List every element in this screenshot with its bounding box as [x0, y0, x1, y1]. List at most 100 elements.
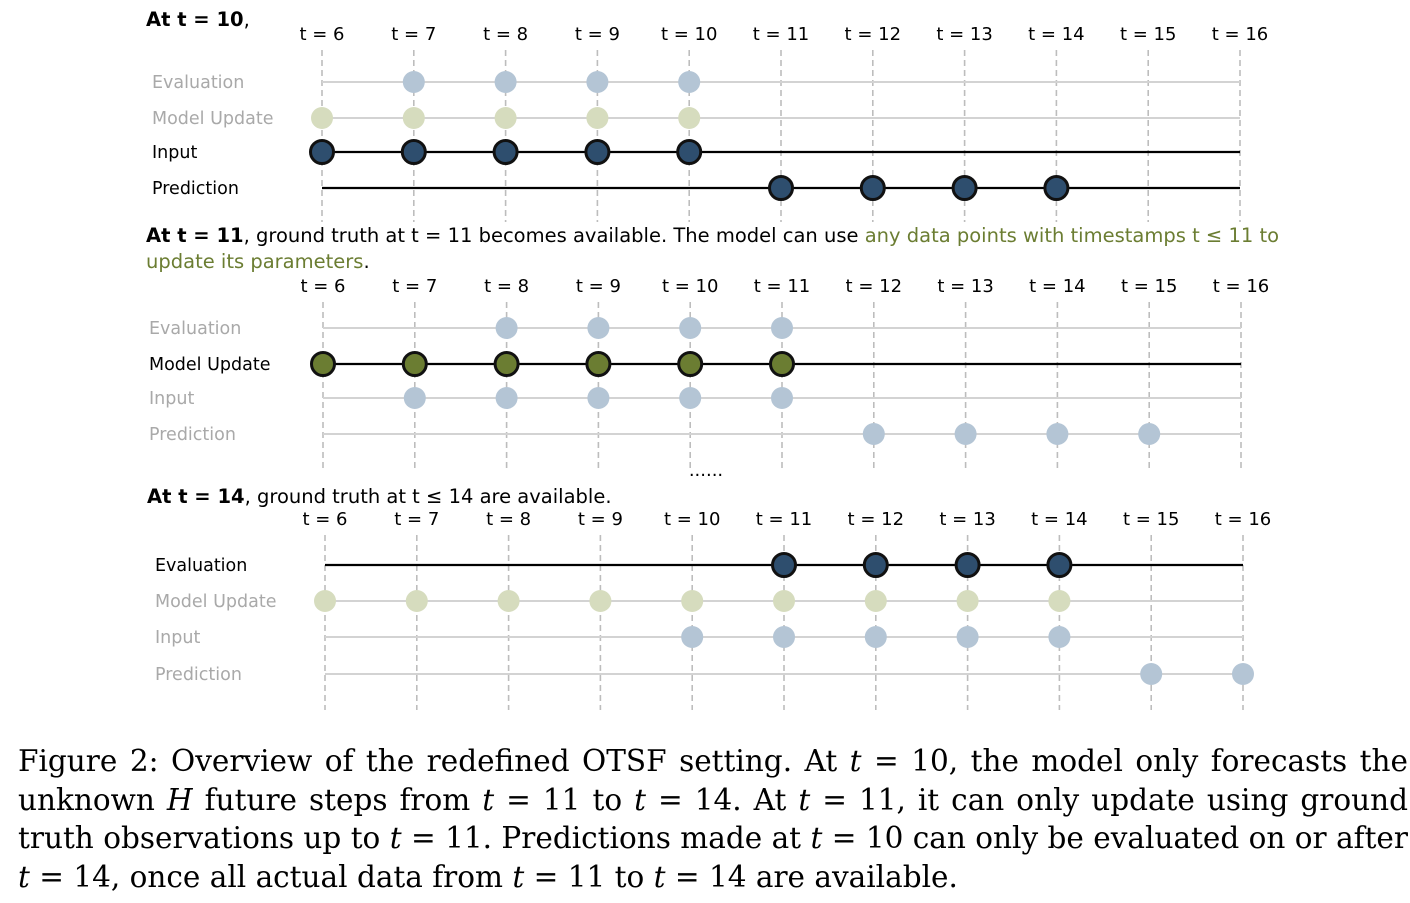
time-label-t6: t = 6 — [299, 24, 344, 45]
point-prediction-t13 — [954, 423, 977, 445]
point-model-update-t11 — [769, 351, 795, 377]
point-prediction-t16 — [1232, 663, 1254, 685]
row-input: Input — [149, 387, 1241, 409]
row-model-update: Model Update — [152, 107, 1240, 129]
point-model-update-t7 — [405, 590, 428, 612]
point-prediction-t14 — [1046, 423, 1069, 445]
point-input-t10 — [679, 387, 702, 409]
row-evaluation: Evaluation — [149, 317, 1241, 339]
point-model-update-t9 — [586, 107, 609, 129]
row-label-evaluation: Evaluation — [152, 73, 244, 93]
point-model-update-t7 — [402, 107, 425, 129]
panel-1: At t = 10, t = 6 t = 7 t = 8 t = 9 t = 10 t = … — [146, 8, 1268, 222]
point-model-update-t8 — [494, 107, 517, 129]
time-label-t14: t = 14 — [1028, 24, 1085, 45]
time-label-t11: t = 11 — [756, 509, 813, 530]
point-input-t11 — [771, 387, 793, 409]
point-input-t12 — [864, 626, 887, 648]
point-model-update-t9 — [589, 590, 612, 612]
row-input: Input — [152, 139, 1240, 165]
point-model-update-t10 — [677, 351, 704, 377]
row-label-prediction: Prediction — [152, 179, 239, 199]
panel-heading: At t = 11, ground truth at t = 11 become… — [146, 224, 1279, 273]
row-label-evaluation: Evaluation — [155, 556, 247, 576]
heading-line: At t = 14, ground truth at t ≤ 14 are av… — [147, 485, 612, 508]
time-label-t12: t = 12 — [848, 509, 905, 530]
point-model-update-t8 — [493, 351, 520, 377]
point-input-t8 — [495, 387, 518, 409]
point-model-update-t8 — [497, 590, 520, 612]
heading-text: . — [363, 250, 369, 273]
point-evaluation-t13 — [954, 552, 981, 578]
time-label-t8: t = 8 — [483, 24, 528, 45]
point-input-t8 — [492, 139, 519, 165]
row-input: Input — [155, 626, 1243, 648]
ellipsis: ...... — [689, 460, 723, 481]
point-prediction-t13 — [951, 175, 978, 201]
time-label-t10: t = 10 — [664, 509, 721, 530]
heading-time-label: At t = 14 — [147, 485, 245, 508]
point-prediction-t15 — [1140, 663, 1163, 685]
panel-heading: At t = 10, — [146, 8, 250, 31]
point-model-update-t7 — [401, 351, 428, 377]
time-label-t11: t = 11 — [754, 276, 811, 297]
time-label-t7: t = 7 — [394, 509, 439, 530]
point-model-update-t12 — [864, 590, 887, 612]
time-label-t9: t = 9 — [578, 509, 623, 530]
time-label-t7: t = 7 — [391, 24, 436, 45]
point-input-t13 — [956, 626, 979, 648]
row-label-evaluation: Evaluation — [149, 319, 241, 339]
row-label-model-update: Model Update — [155, 592, 276, 612]
heading-line: At t = 10, — [146, 8, 250, 31]
row-model-update: Model Update — [149, 351, 1241, 377]
time-label-t6: t = 6 — [300, 276, 345, 297]
row-model-update: Model Update — [155, 590, 1243, 612]
point-evaluation-t9 — [587, 317, 610, 339]
point-input-t10 — [676, 139, 703, 165]
point-input-t9 — [584, 139, 611, 165]
time-label-t12: t = 12 — [846, 276, 903, 297]
heading-text: , — [244, 8, 250, 31]
row-label-prediction: Prediction — [149, 425, 236, 445]
time-label-t10: t = 10 — [662, 276, 719, 297]
time-label-t16: t = 16 — [1215, 509, 1272, 530]
time-label-t16: t = 16 — [1213, 276, 1270, 297]
point-evaluation-t12 — [862, 552, 889, 578]
figure-caption: Figure 2: Overview of the redefined OTSF… — [18, 744, 1408, 894]
heading-highlight-text: update its parameters — [146, 250, 363, 273]
otsf-timeline-figure: At t = 10, t = 6 t = 7 t = 8 t = 9 t = 10 t = … — [146, 8, 1279, 710]
row-prediction: Prediction — [152, 175, 1240, 201]
point-model-update-t6 — [314, 590, 336, 612]
time-label-t14: t = 14 — [1029, 276, 1086, 297]
time-label-t15: t = 15 — [1121, 276, 1178, 297]
point-model-update-t11 — [773, 590, 795, 612]
row-evaluation: Evaluation — [152, 71, 1240, 93]
point-model-update-t6 — [311, 107, 333, 129]
heading-text: , ground truth at t = 11 becomes availab… — [244, 224, 865, 247]
time-label-t15: t = 15 — [1120, 24, 1177, 45]
row-label-model-update: Model Update — [152, 109, 273, 129]
row-label-input: Input — [149, 389, 194, 409]
point-evaluation-t10 — [678, 71, 701, 93]
point-input-t9 — [587, 387, 610, 409]
row-label-model-update: Model Update — [149, 355, 270, 375]
time-label-t15: t = 15 — [1123, 509, 1180, 530]
row-label-input: Input — [155, 628, 200, 648]
point-prediction-t12 — [859, 175, 886, 201]
time-label-t6: t = 6 — [302, 509, 347, 530]
time-label-t13: t = 13 — [939, 509, 996, 530]
point-evaluation-t9 — [586, 71, 609, 93]
heading-line: At t = 11, ground truth at t = 11 become… — [146, 224, 1279, 247]
time-label-t14: t = 14 — [1031, 509, 1088, 530]
point-model-update-t10 — [678, 107, 701, 129]
time-label-t9: t = 9 — [575, 24, 620, 45]
heading-highlight-text: any data points with timestamps t ≤ 11 t… — [865, 224, 1279, 247]
point-model-update-t14 — [1048, 590, 1071, 612]
time-label-t8: t = 8 — [484, 276, 529, 297]
heading-time-label: At t = 10 — [146, 8, 244, 31]
point-evaluation-t8 — [495, 317, 518, 339]
point-evaluation-t8 — [494, 71, 517, 93]
point-input-t7 — [400, 139, 427, 165]
point-evaluation-t11 — [771, 317, 793, 339]
point-evaluation-t10 — [679, 317, 702, 339]
